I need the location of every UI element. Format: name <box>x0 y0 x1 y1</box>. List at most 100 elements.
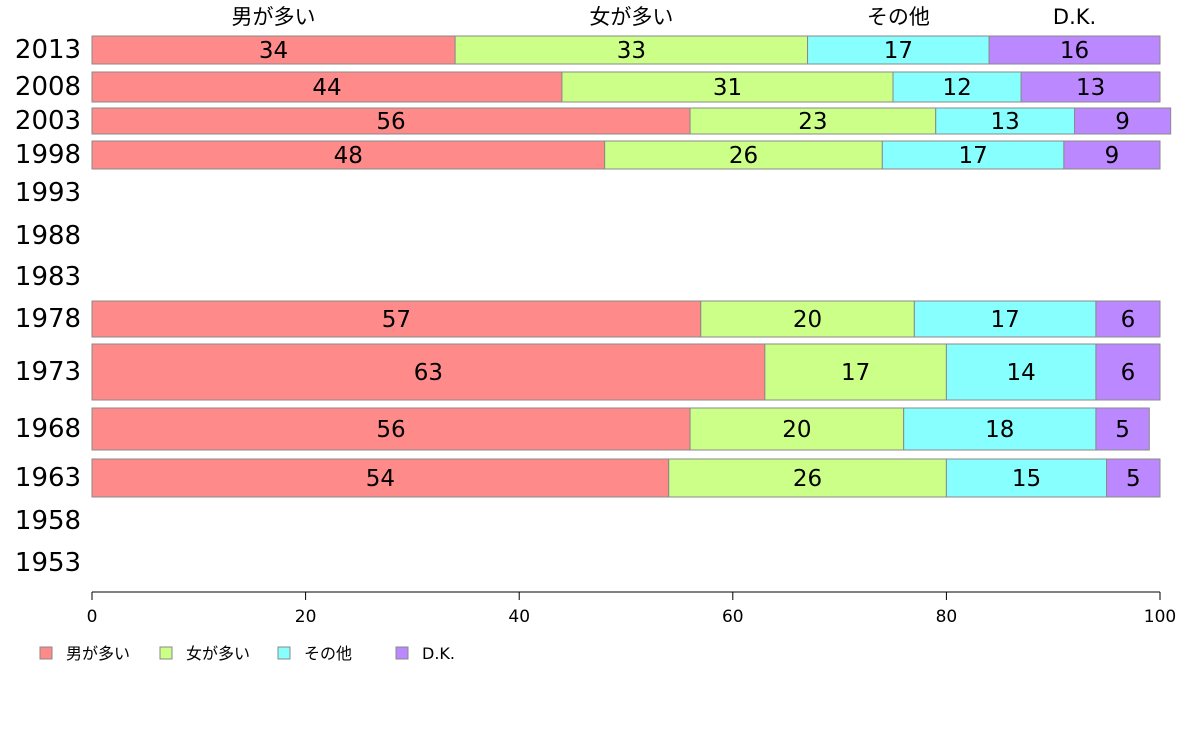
bar-segment-1998-2 <box>604 140 883 170</box>
data-label: 17 <box>990 307 1019 333</box>
bar-segment-1978-2 <box>700 300 915 338</box>
legend-item-4: D.K. <box>395 644 455 663</box>
data-label: 6 <box>1121 307 1136 333</box>
bar-segment-1963-1 <box>91 458 670 498</box>
legend-label: D.K. <box>422 644 455 663</box>
data-label: 16 <box>1060 38 1089 64</box>
data-label: 20 <box>793 307 822 333</box>
series-header-4: D.K. <box>1053 5 1096 29</box>
bar-segment-1978-4 <box>1095 300 1161 338</box>
bar-segment-2008-4 <box>1020 71 1161 103</box>
bar-segment-1998-4 <box>1063 140 1161 170</box>
y-tick-label: 1968 <box>15 414 81 444</box>
y-tick-label: 1998 <box>15 140 81 170</box>
data-label: 33 <box>617 38 646 64</box>
legend-item-3: その他 <box>277 644 352 663</box>
data-label: 5 <box>1115 417 1130 443</box>
bar-segment-2003-4 <box>1074 107 1172 135</box>
legend-swatch <box>39 646 53 660</box>
bar-row-1958: 1958 <box>15 506 81 536</box>
bar-segment-1968-1 <box>91 407 691 451</box>
x-tick-label: 0 <box>87 607 98 627</box>
bar-segment-1973-4 <box>1095 343 1161 401</box>
data-label: 54 <box>366 466 395 492</box>
x-tick-label: 20 <box>295 607 317 627</box>
x-tick-label: 40 <box>508 607 530 627</box>
y-tick-label: 1993 <box>15 178 81 208</box>
bar-segment-1973-2 <box>764 343 947 401</box>
series-header-3: その他 <box>867 5 930 29</box>
data-label: 9 <box>1115 109 1130 135</box>
y-tick-label: 2003 <box>15 106 81 136</box>
bar-row-1993: 1993 <box>15 178 81 208</box>
data-label: 5 <box>1126 466 1141 492</box>
y-tick-label: 1988 <box>15 221 81 251</box>
x-tick-label: 60 <box>722 607 744 627</box>
legend-swatch <box>395 646 409 660</box>
series-header-2: 女が多い <box>589 5 673 29</box>
data-label: 17 <box>958 143 987 169</box>
bar-row-1973: 1973 63 17 14 6 <box>15 343 1161 401</box>
series-headers: 男が多い 女が多い その他 D.K. <box>232 5 1097 29</box>
bar-segment-2008-2 <box>561 71 894 103</box>
data-label: 26 <box>793 466 822 492</box>
bar-segment-2008-1 <box>91 71 563 103</box>
data-label: 34 <box>259 38 288 64</box>
bar-segment-2003-1 <box>91 107 691 135</box>
data-label: 15 <box>1012 466 1041 492</box>
data-label: 56 <box>376 417 405 443</box>
data-label: 31 <box>713 75 742 101</box>
y-tick-label: 1963 <box>15 463 81 493</box>
y-tick-label: 1973 <box>15 357 81 387</box>
bar-segment-2013-3 <box>807 35 990 65</box>
data-label: 48 <box>334 143 363 169</box>
data-label: 14 <box>1007 360 1036 386</box>
data-label: 9 <box>1105 143 1120 169</box>
bar-segment-1968-3 <box>903 407 1097 451</box>
data-label: 56 <box>376 109 405 135</box>
bar-row-2013: 2013 34 33 17 16 <box>15 35 1161 65</box>
bar-segment-1973-3 <box>945 343 1097 401</box>
x-tick-label: 80 <box>936 607 958 627</box>
legend-item-2: 女が多い <box>159 644 250 663</box>
bar-segment-1973-1 <box>91 343 766 401</box>
bar-segment-1968-4 <box>1095 407 1150 451</box>
data-label: 17 <box>841 360 870 386</box>
y-tick-label: 2013 <box>15 35 81 65</box>
data-label: 44 <box>312 75 341 101</box>
legend-label: 女が多い <box>186 644 250 663</box>
legend-label: その他 <box>304 644 352 663</box>
legend: 男が多い 女が多い その他 D.K. <box>39 644 455 663</box>
bar-segment-1963-3 <box>945 458 1108 498</box>
y-tick-label: 1983 <box>15 262 81 292</box>
bar-row-1998: 1998 48 26 17 9 <box>15 140 1161 170</box>
data-label: 26 <box>729 143 758 169</box>
bar-segment-1978-3 <box>913 300 1097 338</box>
bar-segment-2013-2 <box>454 35 809 65</box>
data-label: 18 <box>985 417 1014 443</box>
y-tick-label: 1978 <box>15 304 81 334</box>
bar-segment-1978-1 <box>91 300 702 338</box>
bar-row-2008: 2008 44 31 12 13 <box>15 71 1161 103</box>
y-tick-label: 2008 <box>15 72 81 102</box>
bar-row-1978: 1978 57 20 17 6 <box>15 300 1161 338</box>
y-tick-label: 1953 <box>15 548 81 578</box>
data-label: 13 <box>1076 75 1105 101</box>
x-tick-label: 100 <box>1144 607 1176 627</box>
y-tick-label: 1958 <box>15 506 81 536</box>
bar-row-1968: 1968 56 20 18 5 <box>15 407 1150 451</box>
bar-segment-2013-1 <box>91 35 456 65</box>
data-label: 63 <box>414 360 443 386</box>
data-label: 6 <box>1121 360 1136 386</box>
data-label: 20 <box>782 417 811 443</box>
bar-row-1988: 1988 <box>15 221 81 251</box>
data-label: 23 <box>798 109 827 135</box>
bar-segment-2003-2 <box>689 107 937 135</box>
bar-segment-2013-4 <box>988 35 1161 65</box>
data-label: 13 <box>990 109 1019 135</box>
series-header-1: 男が多い <box>232 5 316 29</box>
bar-segment-1998-1 <box>91 140 606 170</box>
bar-segment-1963-4 <box>1106 458 1161 498</box>
